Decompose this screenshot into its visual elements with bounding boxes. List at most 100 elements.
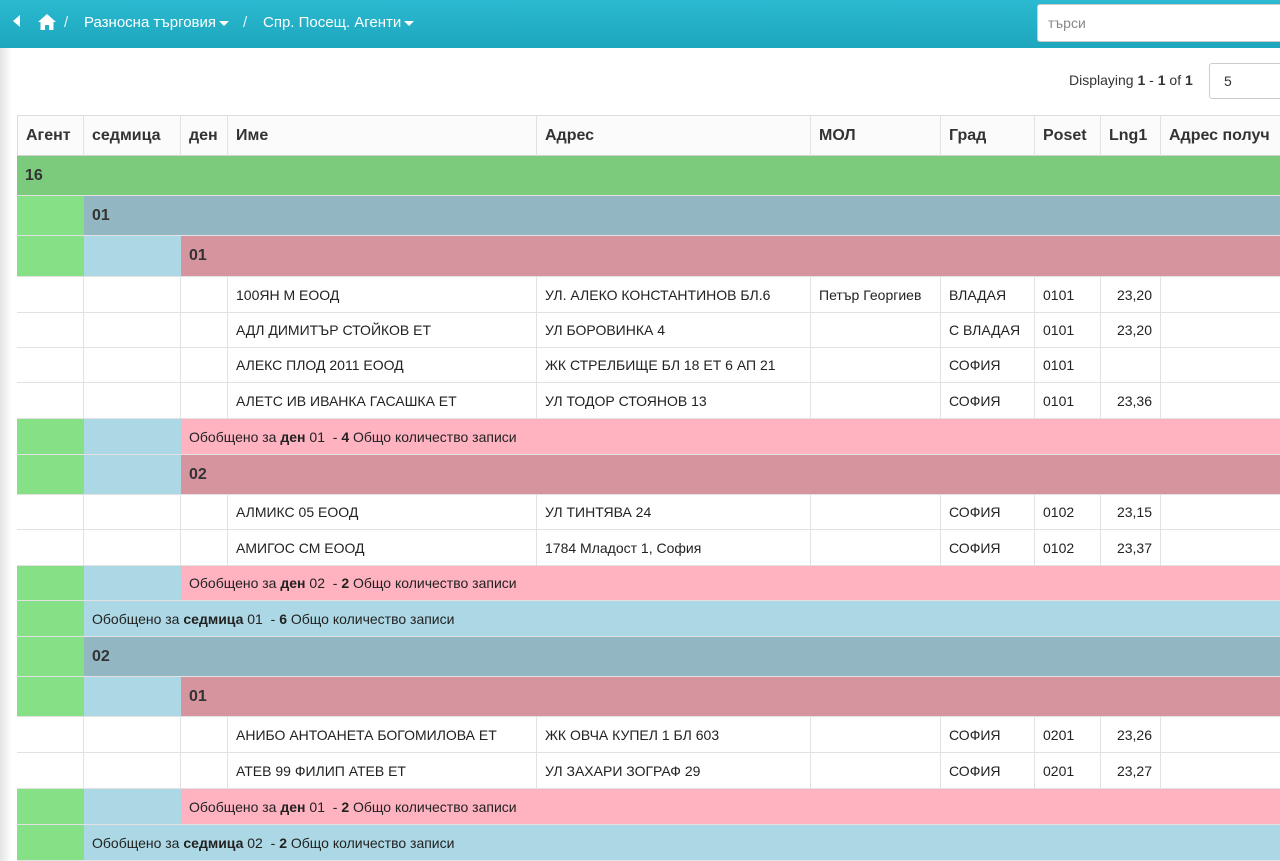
cell-lng1: 23,27 — [1101, 753, 1161, 789]
group-row-agent[interactable]: 16 — [17, 156, 1280, 196]
column-header-city[interactable]: Град — [941, 115, 1035, 156]
column-header-day[interactable]: ден — [181, 115, 228, 156]
cell-mol — [811, 383, 941, 419]
cell-name: АЛЕТС ИВ ИВАНКА ГАСАШКА ЕТ — [228, 383, 537, 419]
group-label: 01 — [181, 677, 1280, 717]
cell-mol — [811, 753, 941, 789]
group-row-day[interactable]: 01 — [17, 236, 1280, 277]
table-row[interactable]: АЛМИКС 05 ЕООД УЛ ТИНТЯВА 24 СОФИЯ 0102 … — [17, 495, 1280, 530]
table-row[interactable]: АМИГОС СМ ЕООД 1784 Младост 1, София СОФ… — [17, 530, 1280, 566]
table-row[interactable]: АЛЕКС ПЛОД 2011 ЕООД ЖК СТРЕЛБИЩЕ БЛ 18 … — [17, 348, 1280, 383]
summary-count: 2 — [341, 575, 350, 591]
cell-lng1: 23,37 — [1101, 530, 1161, 566]
sidebar-edge — [0, 48, 12, 861]
cell-address: ЖК ОВЧА КУПЕЛ 1 БЛ 603 — [537, 717, 811, 753]
cell-lng1: 23,36 — [1101, 383, 1161, 419]
column-header-name[interactable]: Име — [228, 115, 537, 156]
summary-row-day: Обобщено за ден 01 - 4 Общо количество з… — [17, 419, 1280, 455]
indent-cell — [17, 677, 84, 717]
indent-cell — [84, 277, 181, 313]
cell-poset: 0102 — [1035, 530, 1101, 566]
pager-from: 1 — [1137, 72, 1146, 88]
summary-text: Обобщено за ден 01 - 2 Общо количество з… — [181, 789, 1280, 825]
indent-cell — [84, 717, 181, 753]
cell-recv-address — [1161, 530, 1280, 566]
search-input[interactable] — [1037, 4, 1280, 42]
summary-count: 4 — [341, 428, 350, 445]
indent-cell — [84, 455, 181, 495]
home-icon[interactable] — [37, 13, 57, 31]
summary-level: ден — [280, 575, 306, 591]
chevron-down-icon — [219, 20, 230, 26]
column-header-lng1[interactable]: Lng1 — [1101, 115, 1161, 156]
cell-recv-address — [1161, 277, 1280, 313]
indent-cell — [17, 789, 84, 825]
breadcrumb-item-visits[interactable]: Спр. Посещ. Агенти — [263, 14, 415, 31]
cell-city: СОФИЯ — [941, 753, 1035, 789]
cell-name: 100ЯН М ЕООД — [228, 277, 537, 313]
column-header-agent[interactable]: Агент — [17, 115, 84, 156]
back-arrow-icon[interactable] — [13, 15, 20, 27]
cell-city: СОФИЯ — [941, 348, 1035, 383]
summary-group: 01 — [309, 798, 325, 815]
indent-cell — [84, 313, 181, 348]
cell-mol — [811, 313, 941, 348]
breadcrumb-item-trade[interactable]: Разносна търговия — [84, 14, 230, 31]
top-navbar: / Разносна търговия / Спр. Посещ. Агенти — [0, 0, 1280, 48]
group-row-day[interactable]: 02 — [17, 455, 1280, 495]
indent-cell — [84, 789, 181, 825]
column-header-mol[interactable]: МОЛ — [811, 115, 941, 156]
indent-cell — [17, 566, 84, 601]
cell-address: УЛ. АЛЕКО КОНСТАНТИНОВ БЛ.6 — [537, 277, 811, 313]
cell-mol — [811, 717, 941, 753]
summary-text: Обобщено за ден 02 - 2 Общо количество з… — [181, 566, 1280, 601]
indent-cell — [17, 495, 84, 530]
indent-cell — [181, 495, 228, 530]
summary-count: 2 — [279, 834, 287, 851]
summary-suffix: Общо количество записи — [353, 428, 517, 445]
indent-cell — [84, 530, 181, 566]
summary-level: седмица — [183, 610, 244, 627]
table-row[interactable]: АДЛ ДИМИТЪР СТОЙКОВ ЕТ УЛ БОРОВИНКА 4 С … — [17, 313, 1280, 348]
cell-city: СОФИЯ — [941, 717, 1035, 753]
indent-cell — [84, 348, 181, 383]
column-header-recv-address[interactable]: Адрес получ — [1161, 115, 1280, 156]
pager-total: 1 — [1185, 72, 1193, 88]
summary-text: Обобщено за седмица 02 - 2 Общо количест… — [84, 825, 1280, 861]
breadcrumb-separator: / — [64, 14, 69, 31]
summary-group: 02 — [247, 834, 263, 851]
table-row[interactable]: 100ЯН М ЕООД УЛ. АЛЕКО КОНСТАНТИНОВ БЛ.6… — [17, 277, 1280, 313]
group-row-week[interactable]: 01 — [17, 196, 1280, 236]
summary-prefix: Обобщено за — [189, 575, 277, 591]
cell-recv-address — [1161, 717, 1280, 753]
indent-cell — [17, 455, 84, 495]
indent-cell — [17, 348, 84, 383]
indent-cell — [84, 753, 181, 789]
indent-cell — [84, 677, 181, 717]
column-header-poset[interactable]: Poset — [1035, 115, 1101, 156]
pager-of: of — [1169, 72, 1182, 88]
cell-mol — [811, 530, 941, 566]
column-header-week[interactable]: седмица — [84, 115, 181, 156]
cell-city: СОФИЯ — [941, 383, 1035, 419]
column-header-address[interactable]: Адрес — [537, 115, 811, 156]
cell-mol — [811, 348, 941, 383]
summary-group: 01 — [247, 610, 263, 627]
summary-prefix: Обобщено за — [189, 428, 277, 445]
summary-group: 02 — [309, 575, 325, 591]
table-row[interactable]: АТЕВ 99 ФИЛИП АТЕВ ЕТ УЛ ЗАХАРИ ЗОГРАФ 2… — [17, 753, 1280, 789]
cell-address: УЛ ТОДОР СТОЯНОВ 13 — [537, 383, 811, 419]
table-row[interactable]: АЛЕТС ИВ ИВАНКА ГАСАШКА ЕТ УЛ ТОДОР СТОЯ… — [17, 383, 1280, 419]
summary-count: 6 — [279, 610, 287, 627]
pager-dash: - — [1149, 72, 1154, 88]
table-row[interactable]: АНИБО АНТОАНЕТА БОГОМИЛОВА ЕТ ЖК ОВЧА КУ… — [17, 717, 1280, 753]
indent-cell — [17, 277, 84, 313]
summary-prefix: Обобщено за — [189, 798, 277, 815]
group-label: 01 — [181, 236, 1280, 277]
group-row-day[interactable]: 01 — [17, 677, 1280, 717]
page-size-input[interactable]: 5 — [1209, 63, 1280, 99]
indent-cell — [181, 348, 228, 383]
breadcrumb-separator: / — [243, 14, 248, 31]
group-row-week[interactable]: 02 — [17, 637, 1280, 677]
cell-address: УЛ ЗАХАРИ ЗОГРАФ 29 — [537, 753, 811, 789]
